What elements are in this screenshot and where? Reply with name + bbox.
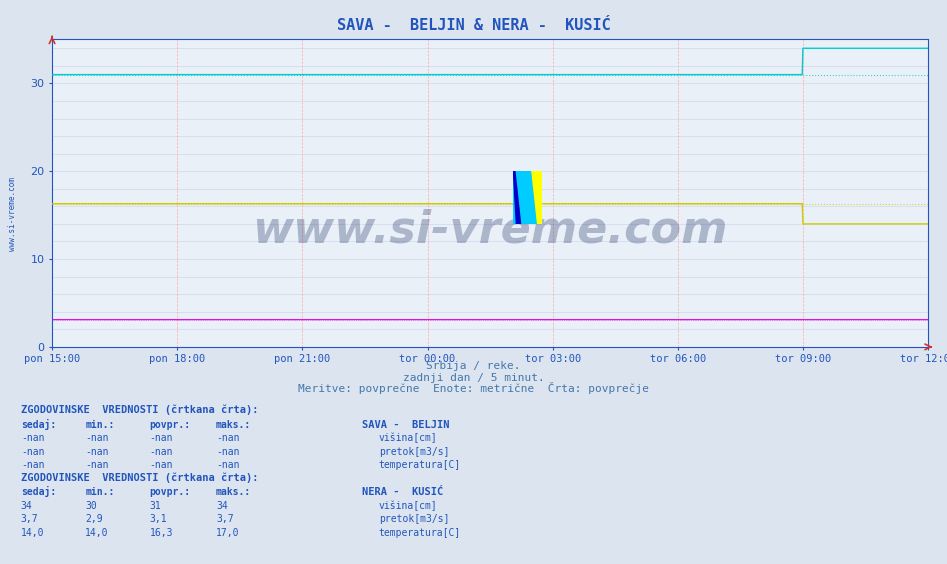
Text: -nan: -nan (216, 433, 240, 443)
Text: 2,9: 2,9 (85, 514, 103, 525)
Polygon shape (513, 171, 527, 224)
Text: www.si-vreme.com: www.si-vreme.com (8, 177, 17, 252)
Text: -nan: -nan (21, 460, 45, 470)
Text: ZGODOVINSKE  VREDNOSTI (črtkana črta):: ZGODOVINSKE VREDNOSTI (črtkana črta): (21, 404, 259, 415)
Text: višina[cm]: višina[cm] (379, 433, 438, 443)
Text: -nan: -nan (216, 447, 240, 457)
Text: min.:: min.: (85, 487, 115, 497)
Text: Meritve: povprečne  Enote: metrične  Črta: povprečje: Meritve: povprečne Enote: metrične Črta:… (298, 382, 649, 394)
Text: povpr.:: povpr.: (150, 487, 190, 497)
Text: -nan: -nan (150, 460, 173, 470)
Text: 3,7: 3,7 (216, 514, 234, 525)
Text: maks.:: maks.: (216, 487, 251, 497)
Text: www.si-vreme.com: www.si-vreme.com (252, 209, 728, 252)
Polygon shape (525, 171, 542, 224)
Text: 16,3: 16,3 (150, 528, 173, 538)
Text: -nan: -nan (85, 447, 109, 457)
Polygon shape (513, 171, 533, 224)
Text: ZGODOVINSKE  VREDNOSTI (črtkana črta):: ZGODOVINSKE VREDNOSTI (črtkana črta): (21, 472, 259, 483)
Text: -nan: -nan (21, 433, 45, 443)
Text: -nan: -nan (216, 460, 240, 470)
Text: sedaj:: sedaj: (21, 418, 56, 430)
Text: temperatura[C]: temperatura[C] (379, 460, 461, 470)
Text: NERA -  KUSIĆ: NERA - KUSIĆ (362, 487, 443, 497)
Text: -nan: -nan (21, 447, 45, 457)
Text: 34: 34 (216, 501, 227, 511)
Text: 3,7: 3,7 (21, 514, 39, 525)
Text: 30: 30 (85, 501, 97, 511)
Text: 31: 31 (150, 501, 161, 511)
Text: temperatura[C]: temperatura[C] (379, 528, 461, 538)
Text: zadnji dan / 5 minut.: zadnji dan / 5 minut. (402, 373, 545, 383)
Text: pretok[m3/s]: pretok[m3/s] (379, 447, 449, 457)
Text: pretok[m3/s]: pretok[m3/s] (379, 514, 449, 525)
Text: 17,0: 17,0 (216, 528, 240, 538)
Polygon shape (516, 171, 536, 224)
Text: 34: 34 (21, 501, 32, 511)
Text: -nan: -nan (150, 447, 173, 457)
Text: sedaj:: sedaj: (21, 486, 56, 497)
Text: maks.:: maks.: (216, 420, 251, 430)
Text: 14,0: 14,0 (85, 528, 109, 538)
Text: SAVA -  BELJIN: SAVA - BELJIN (362, 420, 449, 430)
Text: -nan: -nan (85, 460, 109, 470)
Text: Srbija / reke.: Srbija / reke. (426, 362, 521, 372)
Text: SAVA -  BELJIN & NERA -  KUSIĆ: SAVA - BELJIN & NERA - KUSIĆ (336, 18, 611, 33)
Text: 14,0: 14,0 (21, 528, 45, 538)
Text: 3,1: 3,1 (150, 514, 168, 525)
Text: višina[cm]: višina[cm] (379, 500, 438, 511)
Text: -nan: -nan (85, 433, 109, 443)
Text: -nan: -nan (150, 433, 173, 443)
Polygon shape (513, 171, 527, 224)
Text: povpr.:: povpr.: (150, 420, 190, 430)
Text: min.:: min.: (85, 420, 115, 430)
